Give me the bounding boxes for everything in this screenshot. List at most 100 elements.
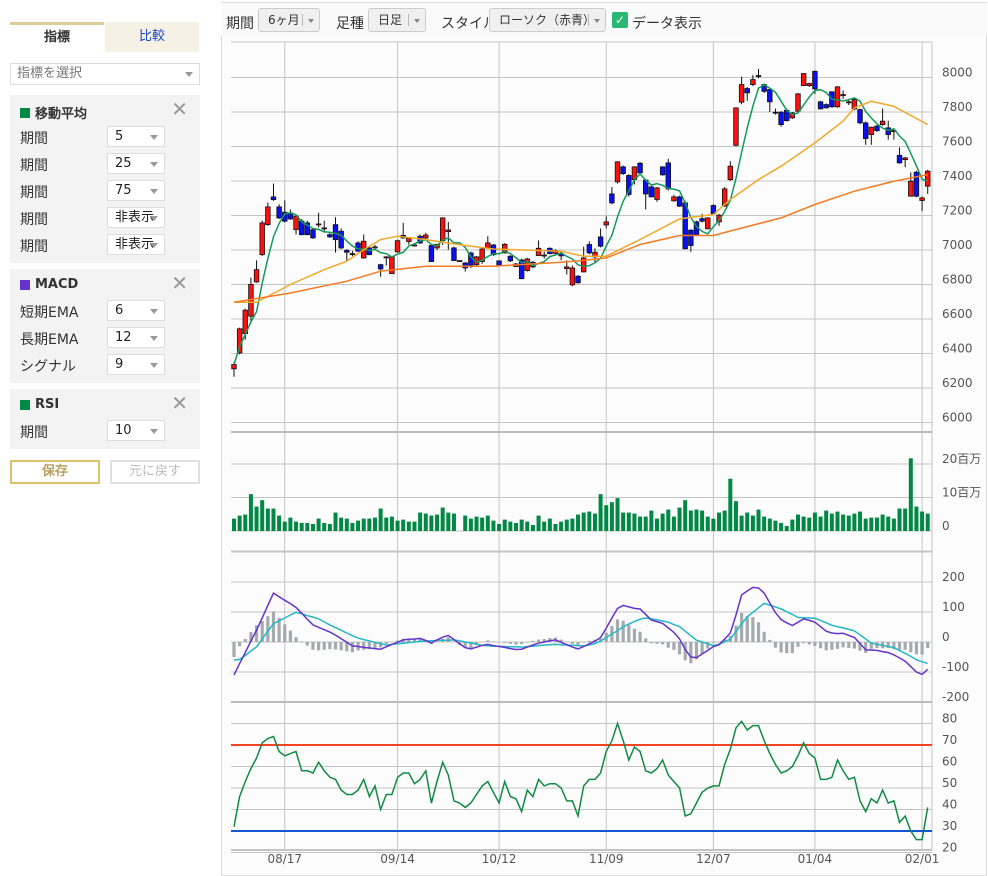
close-icon[interactable]: ✕ bbox=[171, 391, 188, 415]
candle-up bbox=[259, 222, 265, 256]
candle-up bbox=[902, 157, 908, 161]
rsi-panel: RSI ✕ 期間 10 bbox=[10, 389, 200, 449]
volume-bar bbox=[846, 515, 851, 531]
candle-down bbox=[332, 224, 339, 241]
reset-button[interactable]: 元に戻す bbox=[110, 460, 200, 484]
candle-up bbox=[423, 234, 429, 239]
volume-bar bbox=[559, 521, 564, 531]
volume-bar bbox=[429, 515, 434, 531]
macd-histogram-bar bbox=[694, 642, 699, 660]
macd-tick-label: -200 bbox=[942, 690, 969, 704]
tab-compare[interactable]: 比較 bbox=[105, 22, 199, 52]
volume-bar bbox=[717, 512, 722, 531]
data-display-checkbox[interactable]: ✓ bbox=[612, 12, 628, 28]
macd-histogram-bar bbox=[700, 642, 704, 654]
ma-period-label: 期間 bbox=[20, 212, 48, 228]
macd-histogram-bar bbox=[559, 639, 563, 642]
volume-tick-label: 0 bbox=[942, 519, 950, 533]
candle-up bbox=[738, 84, 745, 103]
macd-histogram-bar bbox=[802, 642, 806, 644]
macd-histogram-bar bbox=[745, 616, 749, 642]
candle-up bbox=[445, 229, 452, 232]
macd-histogram-bar bbox=[576, 642, 580, 646]
macd-histogram-bar bbox=[271, 611, 276, 642]
volume-bar bbox=[248, 494, 253, 531]
macd-histogram-bar bbox=[542, 639, 546, 642]
volume-bar bbox=[384, 517, 389, 531]
macd-histogram-bar bbox=[909, 642, 913, 653]
volume-bar bbox=[339, 517, 344, 531]
candle-down bbox=[767, 89, 773, 103]
volume-bar bbox=[243, 514, 248, 531]
candle-down bbox=[496, 260, 502, 266]
macd-histogram-bar bbox=[362, 642, 366, 650]
macd-histogram-bar bbox=[824, 642, 828, 651]
select-value: 非表示 bbox=[115, 237, 155, 252]
volume-bar bbox=[282, 521, 287, 531]
macd-histogram-bar bbox=[599, 638, 603, 642]
volume-bar bbox=[491, 520, 496, 531]
close-icon[interactable]: ✕ bbox=[171, 97, 188, 121]
macd-histogram-bar bbox=[407, 638, 411, 642]
rsi-tick-label: 30 bbox=[942, 819, 957, 833]
volume-bar bbox=[880, 514, 885, 531]
macd-histogram-bar bbox=[683, 642, 687, 661]
close-icon[interactable]: ✕ bbox=[171, 271, 188, 295]
candle-down bbox=[817, 101, 824, 110]
volume-bar bbox=[745, 512, 750, 531]
volume-bar bbox=[728, 478, 733, 531]
volume-bar bbox=[514, 522, 518, 531]
macd-histogram-bar bbox=[926, 642, 930, 648]
date-tick-label: 08/17 bbox=[267, 852, 302, 866]
macd-histogram-bar bbox=[283, 624, 287, 642]
macd-histogram-bar bbox=[627, 624, 631, 642]
volume-bar bbox=[254, 506, 259, 531]
candle-type-select[interactable]: 日足 bbox=[368, 8, 426, 32]
macd-signal-select[interactable]: 9 bbox=[107, 354, 165, 375]
macd-short-ema-select[interactable]: 6 bbox=[107, 300, 165, 321]
tab-indicators[interactable]: 指標 bbox=[10, 22, 104, 52]
ma-period-select[interactable]: 25 bbox=[107, 153, 165, 174]
date-tick-label: 02/01 bbox=[905, 852, 940, 866]
candle-up bbox=[733, 107, 739, 146]
date-tick-label: 09/14 bbox=[380, 852, 415, 866]
candle-up bbox=[541, 254, 547, 257]
macd-histogram-bar bbox=[886, 642, 890, 648]
macd-histogram-bar bbox=[317, 642, 321, 651]
macd-histogram-bar bbox=[328, 642, 332, 650]
candle-up bbox=[564, 266, 570, 270]
volume-bar bbox=[310, 523, 315, 531]
candle-up bbox=[716, 214, 722, 223]
ma-period-select[interactable]: 5 bbox=[107, 126, 165, 147]
period-select[interactable]: 6ヶ月 bbox=[258, 8, 320, 32]
macd-histogram-bar bbox=[672, 642, 676, 650]
volume-bar bbox=[784, 525, 789, 531]
macd-histogram-bar bbox=[632, 628, 637, 642]
ma-period-select[interactable]: 非表示 bbox=[107, 207, 165, 228]
data-display-label[interactable]: データ表示 bbox=[632, 16, 702, 32]
macd-histogram-bar bbox=[740, 612, 744, 642]
candle-down bbox=[913, 171, 920, 197]
candle-up bbox=[394, 240, 401, 253]
macd-histogram-bar bbox=[373, 642, 377, 649]
style-select[interactable]: ローソク（赤青） bbox=[489, 8, 606, 32]
macd-histogram-bar bbox=[305, 642, 309, 646]
rsi-period-select[interactable]: 10 bbox=[107, 420, 165, 441]
date-tick-label: 10/12 bbox=[482, 852, 517, 866]
macd-histogram-bar bbox=[582, 642, 586, 643]
save-button[interactable]: 保存 bbox=[10, 460, 100, 484]
macd-histogram-bar bbox=[830, 642, 834, 650]
macd-title: MACD bbox=[35, 277, 79, 292]
macd-histogram-bar bbox=[260, 621, 264, 642]
macd-histogram-bar bbox=[779, 642, 783, 653]
macd-long-ema-select[interactable]: 12 bbox=[107, 327, 165, 348]
volume-bar bbox=[835, 511, 840, 531]
indicator-select[interactable]: 指標を選択 bbox=[10, 63, 200, 85]
volume-bar bbox=[711, 518, 716, 531]
macd-histogram-bar bbox=[677, 642, 682, 655]
chevron-down-icon bbox=[414, 19, 420, 23]
ma-period-select[interactable]: 非表示 bbox=[107, 234, 165, 255]
ma-period-select[interactable]: 75 bbox=[107, 180, 165, 201]
ma-period-label: 期間 bbox=[20, 131, 48, 147]
candle-down bbox=[270, 196, 277, 201]
